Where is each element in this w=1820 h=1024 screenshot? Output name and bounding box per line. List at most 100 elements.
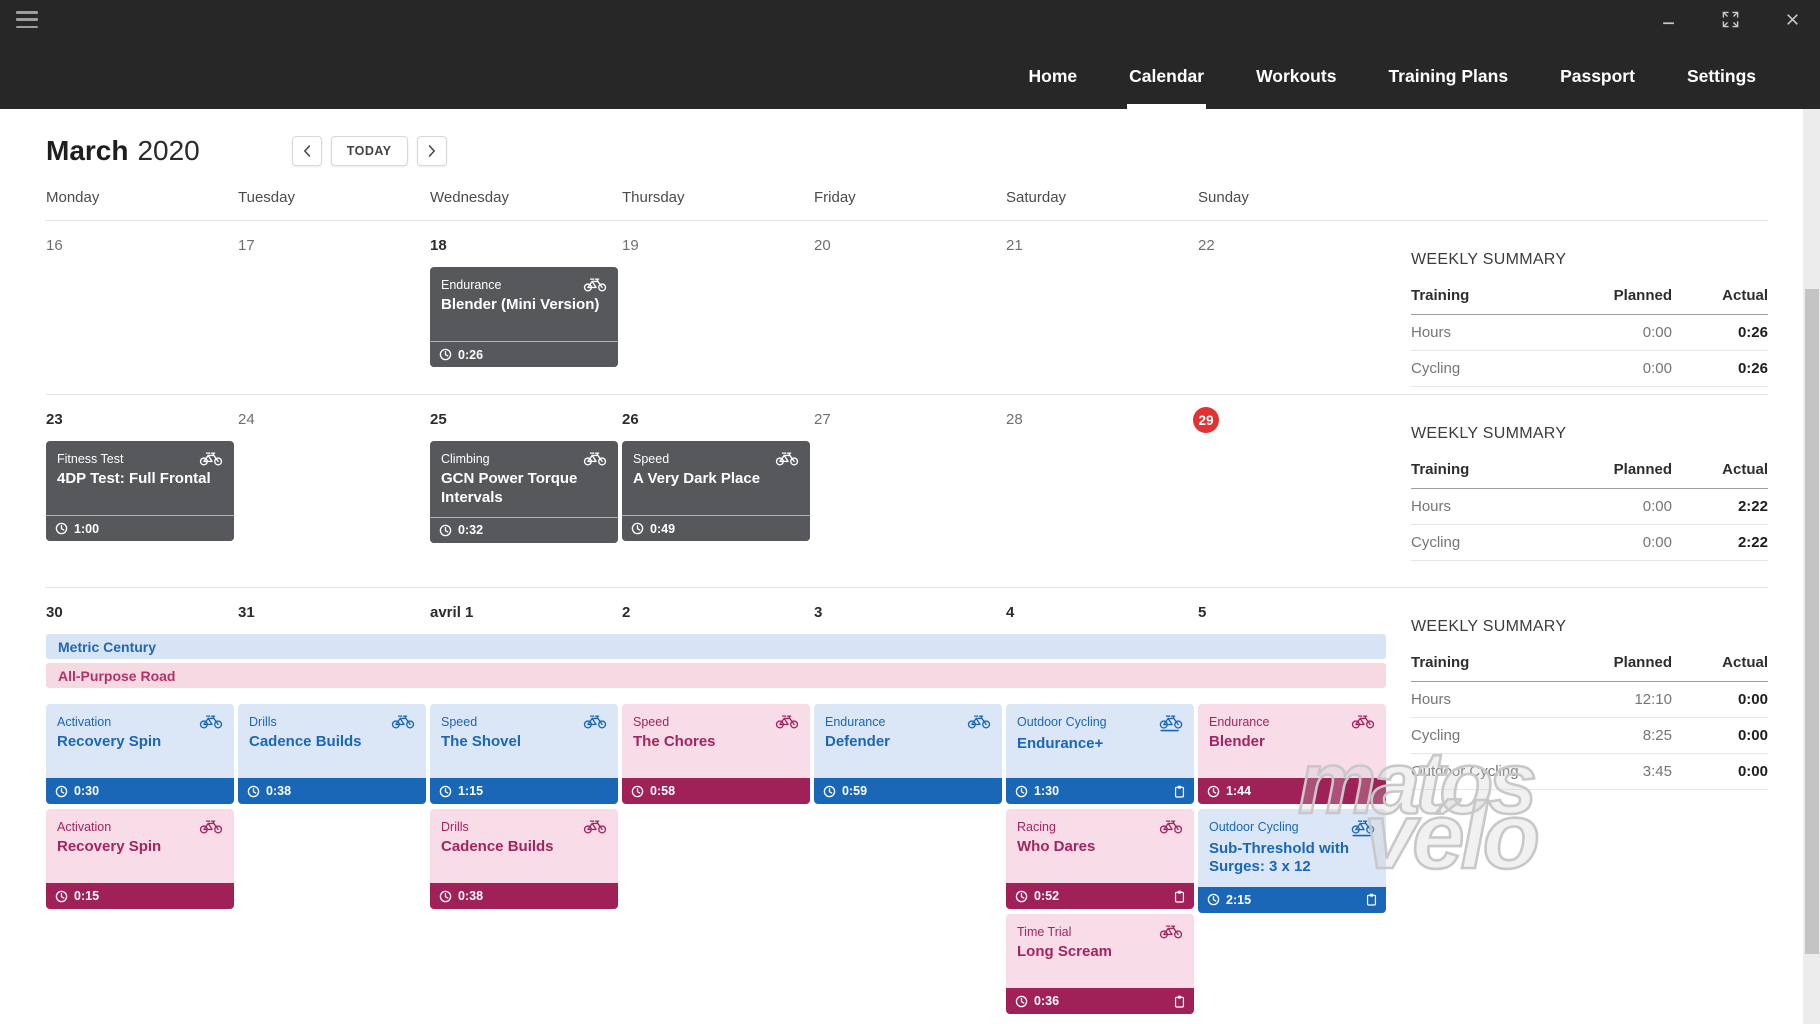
workout-card[interactable]: Time Trial Long Scream 0:36 [1006,914,1194,1014]
workout-duration: 1:44 [1226,784,1252,798]
date-cell[interactable]: 27 [814,411,1006,433]
workout-card[interactable]: Outdoor Cycling Endurance+ 1:30 [1006,704,1194,804]
workout-card[interactable]: Drills Cadence Builds 0:38 [430,809,618,909]
clipboard-icon[interactable] [1174,890,1185,903]
date-cell[interactable]: 17 [238,237,430,259]
date-number: 28 [1006,411,1023,428]
date-number: 19 [622,237,639,254]
date-cell[interactable]: 5 [1198,604,1390,626]
workout-card[interactable]: Racing Who Dares 0:52 [1006,809,1194,909]
today-button[interactable]: TODAY [330,136,408,166]
workout-card[interactable]: Endurance Blender 1:44 [1198,704,1386,804]
date-cell[interactable]: 29 [1193,407,1390,433]
bike-icon [967,714,991,730]
maximize-icon[interactable] [1720,9,1740,29]
vertical-scrollbar[interactable] [1803,109,1820,1024]
workout-card[interactable]: Drills Cadence Builds 0:38 [238,704,426,804]
workout-category: Speed [441,715,478,729]
workout-card-top: Fitness Test [57,451,223,467]
workout-card-top: Outdoor Cycling [1017,714,1183,732]
week-cards: Activation Recovery Spin 0:30 Activation Rec… [46,704,1390,1014]
date-cell[interactable]: 21 [1006,237,1198,259]
date-cell[interactable]: 25 [430,411,622,433]
date-cell[interactable]: 18 [430,237,622,259]
workout-card[interactable]: Speed A Very Dark Place 0:49 [622,441,810,541]
workout-card[interactable]: Speed The Shovel 1:15 [430,704,618,804]
weekly-summary-title: WEEKLY SUMMARY [1411,618,1567,635]
nav-item-home[interactable]: Home [1028,66,1078,86]
summary-row-label: Cycling [1411,360,1461,377]
nav-item-training-plans[interactable]: Training Plans [1388,66,1509,86]
date-cell[interactable]: 31 [238,604,430,626]
summary-planned-value: 0:00 [1642,498,1672,515]
nav-item-settings[interactable]: Settings [1686,66,1756,86]
week-dates: 23 24 25 26 27 28 29 [46,407,1390,433]
clock-icon [823,785,836,798]
bike-icon [199,451,223,467]
workout-card[interactable]: Activation Recovery Spin 0:30 [46,704,234,804]
workout-footer: 1:00 [46,515,234,541]
date-cell[interactable]: 20 [814,237,1006,259]
workout-card-top: Activation [57,714,223,730]
date-number: 23 [46,411,63,428]
next-month-button[interactable] [416,136,447,166]
workout-card[interactable]: Outdoor Cycling Sub-Threshold with Surges… [1198,809,1386,913]
workout-card-top: Climbing [441,451,607,467]
workout-card[interactable]: Endurance Blender (Mini Version) 0:26 [430,267,618,367]
date-cell[interactable]: avril 1 [430,604,622,626]
workout-card[interactable]: Fitness Test 4DP Test: Full Frontal 1:00 [46,441,234,541]
date-cell[interactable]: 16 [46,237,238,259]
summary-row-label: Outdoor Cycling [1411,763,1519,780]
bike-icon [775,714,799,730]
workout-duration: 0:58 [650,784,676,798]
nav-item-passport[interactable]: Passport [1560,66,1635,86]
date-cell[interactable]: 4 [1006,604,1198,626]
date-cell[interactable]: 26 [622,411,814,433]
prev-month-button[interactable] [291,136,322,166]
summary-row: Hours 0:00 2:22 [1411,489,1768,525]
month-name: March [46,135,129,166]
workout-category: Endurance [825,715,886,729]
scrollbar-thumb[interactable] [1804,289,1819,954]
nav-item-workouts[interactable]: Workouts [1256,66,1337,86]
hamburger-bar [16,18,38,21]
date-cell[interactable]: 2 [622,604,814,626]
date-cell[interactable]: 23 [46,411,238,433]
bike-icon [1159,819,1183,835]
workout-card[interactable]: Climbing GCN Power Torque Intervals 0:32 [430,441,618,543]
bike-icon [775,451,799,467]
workout-card-top: Racing [1017,819,1183,835]
date-number: avril 1 [430,604,474,621]
clipboard-icon[interactable] [1174,995,1185,1008]
summary-row-label: Hours [1411,498,1452,515]
hamburger-menu-icon[interactable] [16,11,38,33]
nav-item-calendar[interactable]: Calendar [1127,66,1206,109]
minimize-icon[interactable] [1658,9,1678,29]
date-cell[interactable]: 3 [814,604,1006,626]
summary-row-label: Cycling [1411,534,1461,551]
clock-icon [439,524,452,537]
clipboard-icon[interactable] [1174,785,1185,798]
date-number: 30 [46,604,63,621]
date-cell[interactable]: 30 [46,604,238,626]
workout-card[interactable]: Endurance Defender 0:59 [814,704,1002,804]
workout-card[interactable]: Speed The Chores 0:58 [622,704,810,804]
clipboard-icon[interactable] [1366,893,1377,906]
weekday-header: Monday Tuesday Wednesday Thursday Friday Satu… [46,189,1820,206]
workout-category: Speed [633,715,670,729]
workout-card-body: Endurance Defender [814,704,1002,778]
date-cell[interactable]: 19 [622,237,814,259]
date-cell[interactable]: 28 [1006,411,1198,433]
date-cell[interactable]: 22 [1198,237,1390,259]
workout-duration: 0:38 [266,784,292,798]
date-cell[interactable]: 24 [238,411,430,433]
clock-icon [1207,893,1220,906]
close-icon[interactable] [1782,9,1802,29]
week-dates: 30 31 avril 1 2 3 4 5 [46,604,1390,626]
week-row: 16 17 18 19 20 21 22 Endurance Blender (Mini Ver… [46,220,1768,394]
workout-card-top: Outdoor Cycling [1209,819,1375,837]
summary-row-label: Hours [1411,691,1452,708]
workout-card[interactable]: Activation Recovery Spin 0:15 [46,809,234,909]
allday-event-bar[interactable]: Metric Century [46,634,1386,659]
allday-event-bar[interactable]: All-Purpose Road [46,663,1386,688]
